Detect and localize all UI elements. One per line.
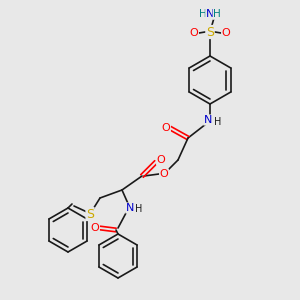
Text: N: N — [126, 203, 134, 213]
Text: N: N — [204, 115, 212, 125]
Text: S: S — [86, 208, 94, 220]
Text: H: H — [135, 204, 143, 214]
Text: H: H — [199, 9, 207, 19]
Text: O: O — [91, 223, 99, 233]
Text: O: O — [222, 28, 230, 38]
Text: O: O — [157, 155, 165, 165]
Text: H: H — [214, 117, 222, 127]
Text: S: S — [206, 26, 214, 38]
Text: O: O — [160, 169, 168, 179]
Text: N: N — [206, 9, 214, 19]
Text: O: O — [190, 28, 198, 38]
Text: H: H — [213, 9, 221, 19]
Text: O: O — [162, 123, 170, 133]
